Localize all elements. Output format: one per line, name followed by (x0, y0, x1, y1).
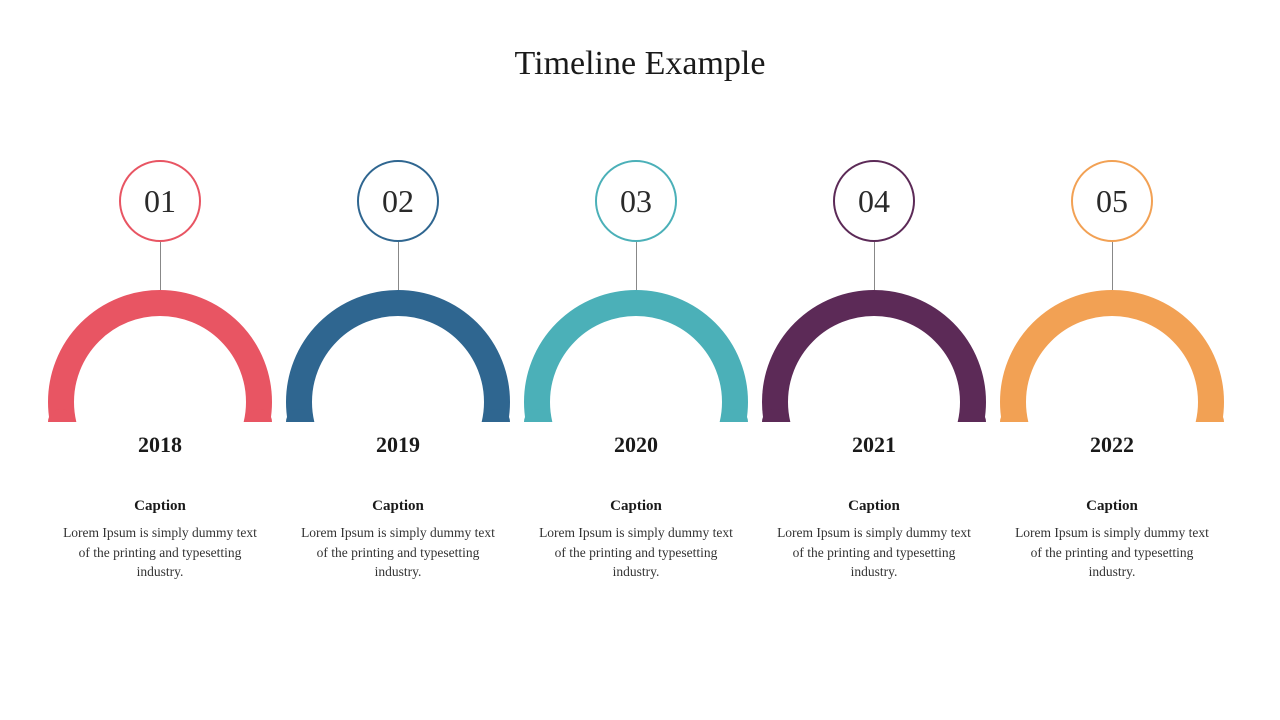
page-title: Timeline Example (0, 45, 1280, 83)
connector-stem (398, 242, 399, 290)
caption-label: Caption (992, 498, 1232, 515)
connector-stem (160, 242, 161, 290)
year-label: 2020 (516, 432, 756, 458)
arc-container (754, 290, 994, 422)
arc (48, 290, 272, 422)
year-label: 2021 (754, 432, 994, 458)
caption-label: Caption (516, 498, 756, 515)
step-number-circle: 02 (357, 160, 439, 242)
arc-container (516, 290, 756, 422)
year-label: 2022 (992, 432, 1232, 458)
arc (524, 290, 748, 422)
body-text: Lorem Ipsum is simply dummy text of the … (754, 523, 994, 582)
arc (762, 290, 986, 422)
timeline-item: 03 2020 Caption Lorem Ipsum is simply du… (516, 160, 756, 582)
timeline-item: 04 2021 Caption Lorem Ipsum is simply du… (754, 160, 994, 582)
timeline-item: 05 2022 Caption Lorem Ipsum is simply du… (992, 160, 1232, 582)
arc-container (992, 290, 1232, 422)
step-number-circle: 03 (595, 160, 677, 242)
caption-label: Caption (40, 498, 280, 515)
connector-stem (636, 242, 637, 290)
timeline-item: 01 2018 Caption Lorem Ipsum is simply du… (40, 160, 280, 582)
body-text: Lorem Ipsum is simply dummy text of the … (516, 523, 756, 582)
step-number-circle: 04 (833, 160, 915, 242)
body-text: Lorem Ipsum is simply dummy text of the … (278, 523, 518, 582)
year-label: 2018 (40, 432, 280, 458)
connector-stem (874, 242, 875, 290)
timeline-container: 01 2018 Caption Lorem Ipsum is simply du… (40, 160, 1240, 660)
step-number-circle: 01 (119, 160, 201, 242)
caption-label: Caption (754, 498, 994, 515)
arc-container (40, 290, 280, 422)
timeline-item: 02 2019 Caption Lorem Ipsum is simply du… (278, 160, 518, 582)
step-number-circle: 05 (1071, 160, 1153, 242)
body-text: Lorem Ipsum is simply dummy text of the … (40, 523, 280, 582)
caption-label: Caption (278, 498, 518, 515)
arc (286, 290, 510, 422)
body-text: Lorem Ipsum is simply dummy text of the … (992, 523, 1232, 582)
year-label: 2019 (278, 432, 518, 458)
arc-container (278, 290, 518, 422)
arc (1000, 290, 1224, 422)
connector-stem (1112, 242, 1113, 290)
